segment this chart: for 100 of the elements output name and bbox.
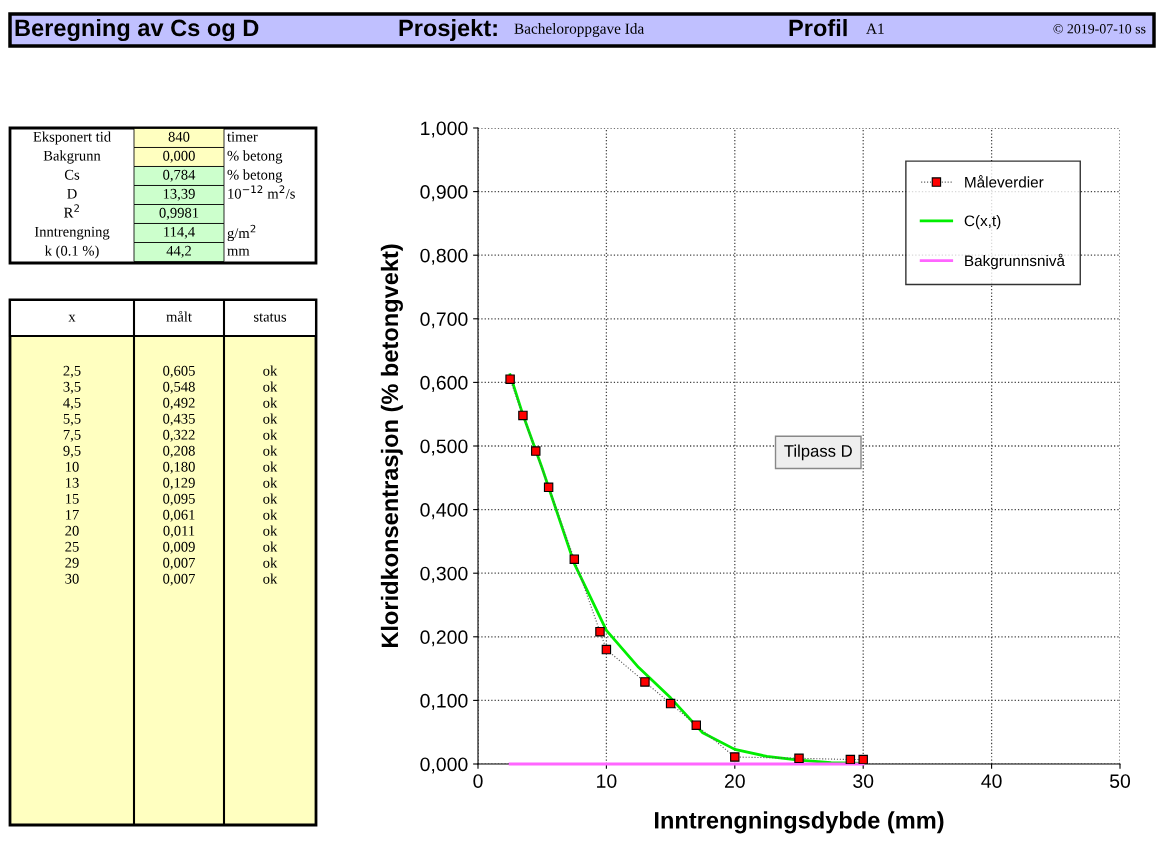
- text: ok: [263, 413, 278, 424]
- text: 0,435: [163, 413, 195, 426]
- text: 0,000: [163, 150, 195, 163]
- text: 13,39: [163, 188, 195, 201]
- text: 0,548: [163, 381, 195, 394]
- category-label: status: [253, 313, 287, 322]
- text: 3,5: [63, 381, 81, 394]
- text: 0,605: [163, 365, 195, 378]
- text: ok: [263, 429, 278, 440]
- category-label: Cs: [64, 169, 80, 180]
- text: 0,129: [163, 477, 195, 490]
- text: 840: [168, 131, 190, 142]
- x-tick-label: 0: [473, 774, 483, 788]
- y-tick-label: 0,400: [420, 503, 468, 520]
- y-tick-label: 0,000: [420, 757, 468, 774]
- text: 13: [65, 477, 79, 488]
- text: % betong: [227, 169, 283, 183]
- point: [569, 554, 580, 564]
- text: 15: [65, 493, 79, 504]
- y-tick-label: 1,000: [421, 121, 468, 138]
- text: 0,009: [163, 541, 195, 554]
- text: 17: [65, 509, 79, 520]
- x-tick-label: 10: [597, 774, 617, 788]
- text: 0,007: [163, 557, 195, 570]
- point: [794, 753, 804, 763]
- text: Prosjekt:: [399, 19, 497, 41]
- point: [858, 754, 868, 764]
- text: 4,5: [63, 397, 81, 410]
- text: 0,492: [163, 397, 195, 410]
- point: [691, 720, 702, 730]
- category-label: Inntrengning: [34, 226, 110, 240]
- point: [595, 626, 605, 637]
- text: 7,5: [63, 429, 81, 442]
- text: 114,4: [164, 226, 195, 239]
- category-label: R$^{2}$: [64, 204, 79, 218]
- text: ok: [263, 397, 278, 408]
- text: 0,095: [163, 493, 195, 506]
- text: 0,9981: [159, 207, 199, 220]
- text: 20: [65, 525, 79, 536]
- point: [531, 446, 541, 456]
- text: 0,061: [163, 509, 195, 522]
- text: 0,011: [163, 525, 195, 538]
- point: [543, 482, 554, 493]
- text: g/m$^{2}$: [227, 224, 256, 242]
- category-label: Bakgrunn: [43, 150, 101, 164]
- text: 0,784: [163, 169, 196, 182]
- text: 10: [65, 461, 79, 472]
- text: 2,5: [63, 365, 81, 378]
- category-label: D: [67, 188, 77, 199]
- x-tick-label: 20: [724, 774, 745, 788]
- text: 0,208: [163, 445, 195, 458]
- legend-label: Bakgrunnsnivå: [965, 253, 1065, 270]
- x-tick-label: 50: [1109, 774, 1131, 788]
- y-axis-title: Kloridkonsentrasjon (% betongvekt): [380, 244, 403, 648]
- annotation: Tilpass D: [784, 444, 852, 461]
- point: [665, 698, 676, 709]
- text: © 2019-07-10 ss: [1053, 24, 1146, 34]
- text: ok: [263, 573, 278, 584]
- y-tick-label: 0,600: [420, 375, 468, 392]
- y-tick-label: 0,200: [420, 630, 468, 647]
- text: 5,5: [63, 413, 81, 426]
- text: 0,007: [163, 573, 195, 586]
- category-label: k (0.1 %): [44, 245, 99, 259]
- text: Profil: [789, 19, 847, 37]
- text: 0,180: [163, 461, 195, 474]
- x-tick-label: 30: [853, 774, 874, 788]
- text: ok: [263, 365, 278, 376]
- text: Bacheloroppgave Ida: [514, 23, 645, 37]
- category-label: x: [68, 314, 76, 322]
- text: 30: [65, 573, 79, 584]
- legend-label: C(x,t): [964, 215, 1001, 230]
- y-tick-label: 0,300: [420, 566, 468, 583]
- text: 0,322: [163, 429, 195, 442]
- point: [505, 374, 515, 384]
- legend-label: Måleverdier: [965, 175, 1044, 188]
- text: A1: [866, 23, 884, 34]
- point: [601, 644, 612, 655]
- text: ok: [263, 541, 278, 552]
- x-axis-title: Inntrengningsdybde (mm): [654, 811, 944, 834]
- text: 10$^{−12}$ m$^{2}$/s: [228, 185, 295, 199]
- point: [730, 752, 740, 762]
- point: [518, 410, 528, 421]
- point: [640, 677, 650, 687]
- y-tick-label: 0,900: [420, 185, 468, 202]
- category-label: målt: [166, 310, 192, 322]
- text: ok: [263, 461, 278, 472]
- y-tick-label: 0,100: [420, 693, 468, 710]
- y-tick-label: 0,800: [420, 248, 468, 265]
- text: ok: [263, 381, 278, 392]
- text: ok: [263, 509, 278, 520]
- text: timer: [227, 131, 258, 142]
- point: [845, 754, 856, 764]
- text: % betong: [227, 150, 283, 164]
- text: 9,5: [63, 445, 81, 458]
- text: mm: [227, 248, 250, 256]
- text: ok: [263, 557, 278, 568]
- text: ok: [263, 445, 278, 456]
- text: ok: [263, 525, 278, 536]
- text: Beregning av Cs og D: [15, 18, 259, 42]
- y-tick-label: 0,500: [420, 439, 468, 456]
